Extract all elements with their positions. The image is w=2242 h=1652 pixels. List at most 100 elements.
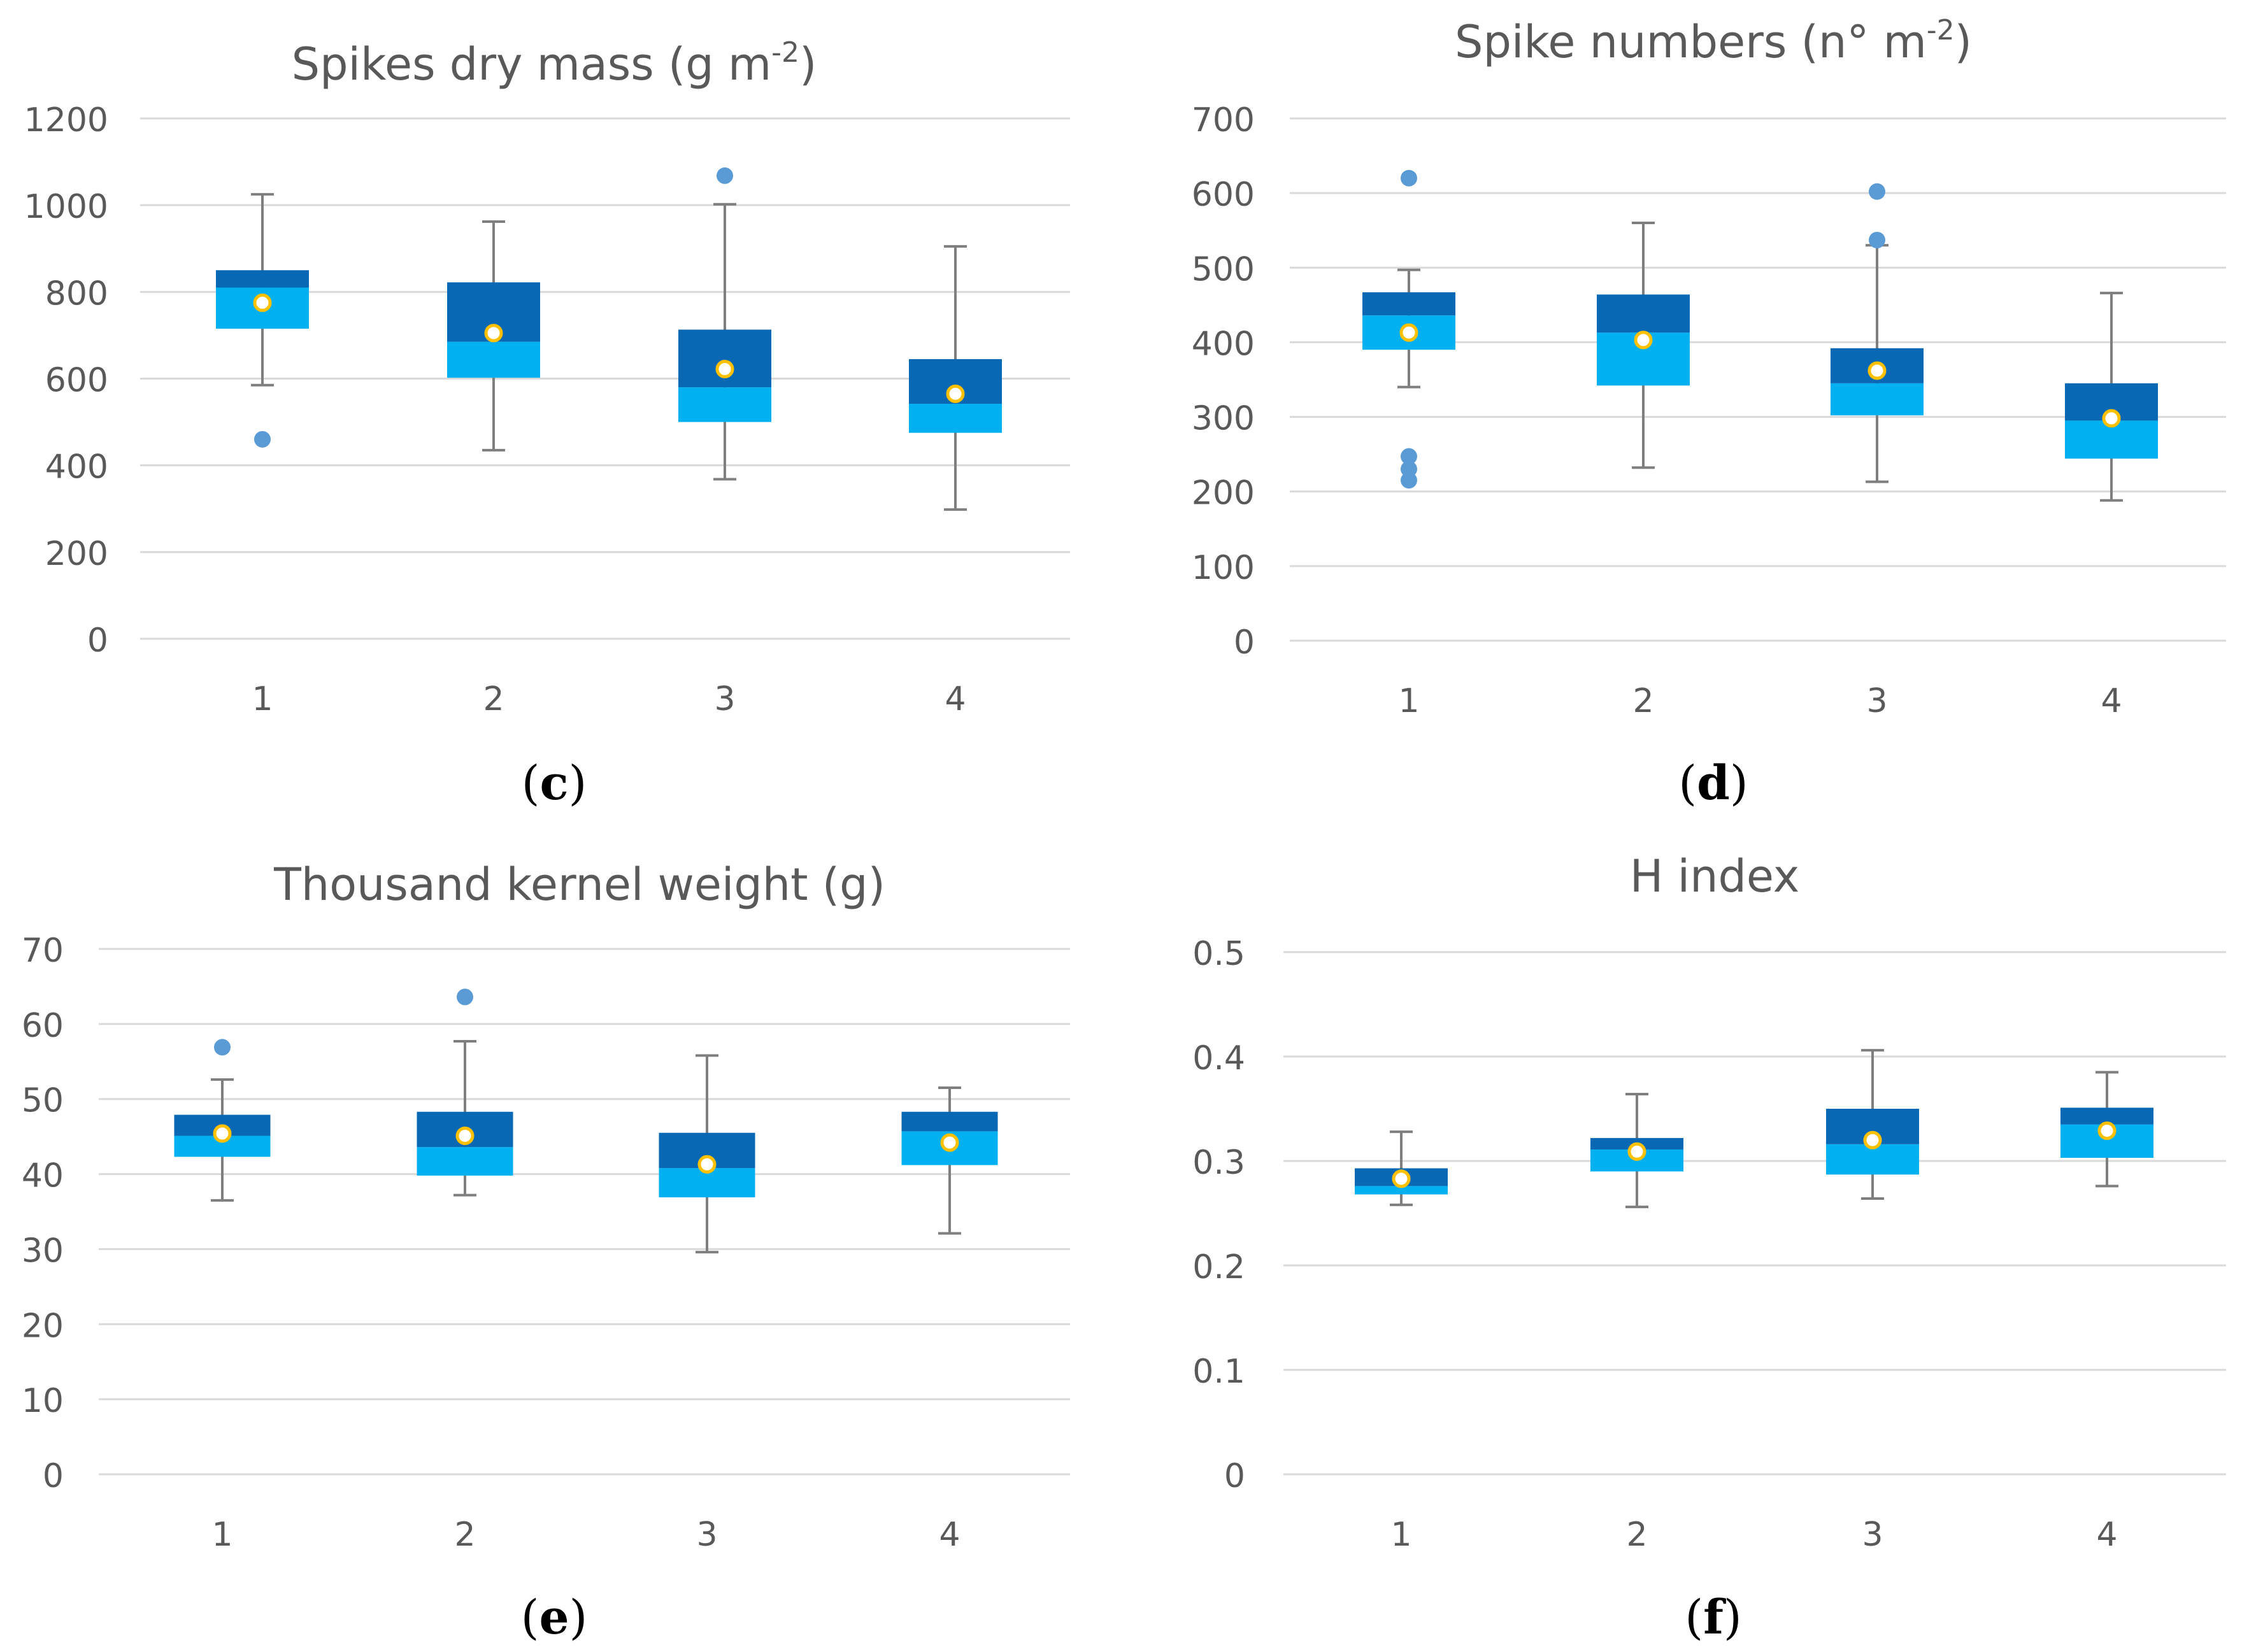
x-tick-label: 3 [1862,1516,1883,1554]
box-4 [2065,292,2158,502]
y-tick-label: 0.3 [1192,1144,1245,1182]
box-1 [174,1039,271,1202]
box-1 [1362,169,1455,489]
panel-label-letter: d [1697,756,1730,811]
mean-marker [940,1133,959,1152]
panel-label-close: ) [569,1590,588,1645]
y-tick-label: 500 [1192,250,1255,288]
panel-label: (d) [1678,756,1748,811]
x-tick-label: 1 [1390,1516,1411,1554]
box-1 [216,193,309,448]
outlier-point [1401,448,1417,465]
mean-marker [1399,323,1418,342]
y-tick-label: 700 [1192,101,1255,139]
y-tick-label: 30 [22,1232,64,1270]
y-tick-label: 600 [45,362,108,400]
y-tick-label: 0 [87,622,108,660]
box-4 [909,245,1002,511]
x-tick-label: 4 [2096,1516,2117,1554]
chart-title: H index [1630,850,1799,902]
x-tick-label: 4 [939,1516,960,1554]
y-tick-label: 60 [22,1007,64,1045]
chart-title-main: Spikes dry mass (g m [292,38,772,90]
x-tick-label: 1 [252,680,273,718]
chart-title-superscript: -2 [771,36,799,69]
y-tick-label: 50 [22,1082,64,1120]
outlier-point [457,988,473,1006]
panel-label-open: ( [1685,1590,1703,1645]
x-tick-label: 3 [1866,682,1887,720]
box-4 [901,1086,998,1235]
panel-label-open: ( [1678,756,1697,811]
panel-label: (c) [522,756,587,811]
x-tick-label: 2 [483,680,504,718]
mean-marker [2102,409,2121,428]
x-tick-label: 2 [1626,1516,1647,1554]
chart-title-main: H index [1630,850,1799,902]
chart-title: Thousand kernel weight (g) [273,858,885,911]
chart-title-main: Thousand kernel weight (g) [273,858,885,911]
box-2 [417,988,513,1197]
y-tick-label: 400 [1192,325,1255,363]
panel-label: (f) [1685,1590,1742,1645]
mean-marker [2097,1121,2117,1140]
panel-label-letter: f [1703,1590,1726,1645]
y-tick-label: 0.2 [1192,1248,1245,1286]
y-tick-label: 10 [22,1382,64,1420]
y-tick-label: 200 [45,535,108,573]
box-3 [1831,183,1924,483]
x-tick-label: 4 [945,680,966,718]
chart-d: 0 100 200 300 400 500 600 700 1 2 3 4 Spike numbers … [1192,14,2226,720]
panel-label-letter: c [539,756,568,811]
chart-title: Spike numbers (n° m-2) [1455,14,1972,68]
x-tick-label: 2 [454,1516,475,1554]
y-tick-label: 0.1 [1192,1353,1245,1391]
mean-marker [946,384,965,403]
panel-label: (e) [521,1590,588,1645]
y-tick-label: 400 [45,448,108,487]
y-tick-label: 1000 [24,188,108,226]
x-tick-label: 3 [714,680,735,718]
box-lower-quartile [1355,1186,1448,1195]
box-2 [1597,222,1690,469]
chart-title: Spikes dry mass (g m-2) [292,36,817,90]
y-tick-label: 0 [43,1457,64,1495]
mean-marker [213,1124,232,1143]
chart-c: 0 200 400 600 800 1000 1200 1 2 3 4 Spikes dry mass… [24,36,1070,718]
box-3 [1826,1049,1919,1200]
panel-label-close: ) [569,756,587,811]
chart-title-main: Spike numbers (n° m [1455,16,1927,68]
box-2 [447,220,540,452]
y-tick-label: 20 [22,1307,64,1345]
mean-marker [715,360,734,379]
mean-marker [697,1155,717,1174]
mean-marker [253,293,272,312]
box-lower-quartile [447,341,540,378]
panel-label-close: ) [1730,756,1748,811]
box-lower-quartile [1831,383,1924,416]
x-tick-label: 1 [211,1516,232,1554]
box-lower-quartile [417,1147,513,1176]
y-tick-label: 70 [22,932,64,970]
mean-marker [455,1126,475,1145]
outlier-point [1401,169,1417,187]
mean-marker [1627,1142,1646,1161]
outlier-point [214,1039,231,1056]
box-3 [678,167,771,481]
x-tick-label: 3 [696,1516,717,1554]
y-tick-label: 1200 [24,101,108,139]
chart-title-end: ) [799,38,817,90]
panel-label-close: ) [1724,1590,1742,1645]
chart-title-superscript: -2 [1927,14,1955,46]
chart-title-end: ) [1955,16,1972,68]
panel-label-open: ( [521,1590,539,1645]
box-lower-quartile [678,387,771,422]
box-upper-quartile [678,329,771,388]
outlier-point [717,167,733,184]
outlier-point [254,431,271,448]
mean-marker [1634,331,1653,350]
box-4 [2060,1071,2153,1188]
y-tick-label: 40 [22,1157,64,1195]
mean-marker [1867,361,1887,380]
